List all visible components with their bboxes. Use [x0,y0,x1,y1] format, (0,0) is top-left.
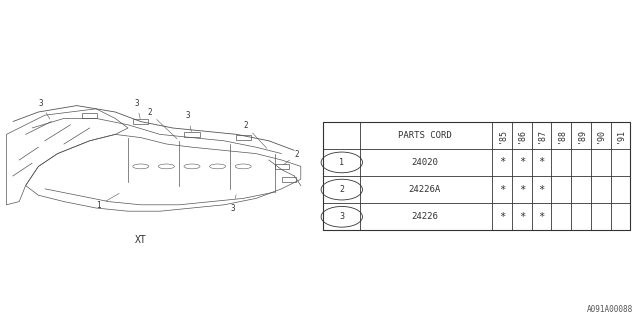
Text: *: * [518,185,525,195]
Text: 3: 3 [38,99,50,119]
Text: 2: 2 [147,108,177,139]
Text: '89: '89 [577,128,586,143]
Bar [282,177,296,182]
Text: 1: 1 [339,158,344,167]
Text: '86: '86 [517,128,526,143]
Text: *: * [538,185,545,195]
Text: *: * [499,185,505,195]
Text: '90: '90 [596,128,605,143]
Text: *: * [518,157,525,167]
Text: *: * [499,157,505,167]
Text: *: * [499,212,505,222]
Text: 3: 3 [134,99,140,119]
Text: *: * [538,157,545,167]
Text: 3: 3 [186,111,191,132]
Text: PARTS CORD: PARTS CORD [397,131,451,140]
Text: '85: '85 [497,128,506,143]
Text: '88: '88 [557,128,566,143]
Text: 1: 1 [96,193,119,210]
Text: 24226A: 24226A [408,185,441,194]
Text: '91: '91 [616,128,625,143]
Text: 2: 2 [284,150,299,165]
Text: 2: 2 [243,121,267,148]
Bar [323,122,630,230]
Text: 24226: 24226 [411,212,438,221]
Text: A091A00088: A091A00088 [588,305,634,314]
Text: 3: 3 [230,195,236,213]
Text: '87: '87 [537,128,546,143]
Text: XT: XT [135,235,147,245]
Text: *: * [518,212,525,222]
Text: 3: 3 [339,212,344,221]
Text: 2: 2 [339,185,344,194]
Text: 24020: 24020 [411,158,438,167]
Text: *: * [538,212,545,222]
Bar [275,164,289,169]
